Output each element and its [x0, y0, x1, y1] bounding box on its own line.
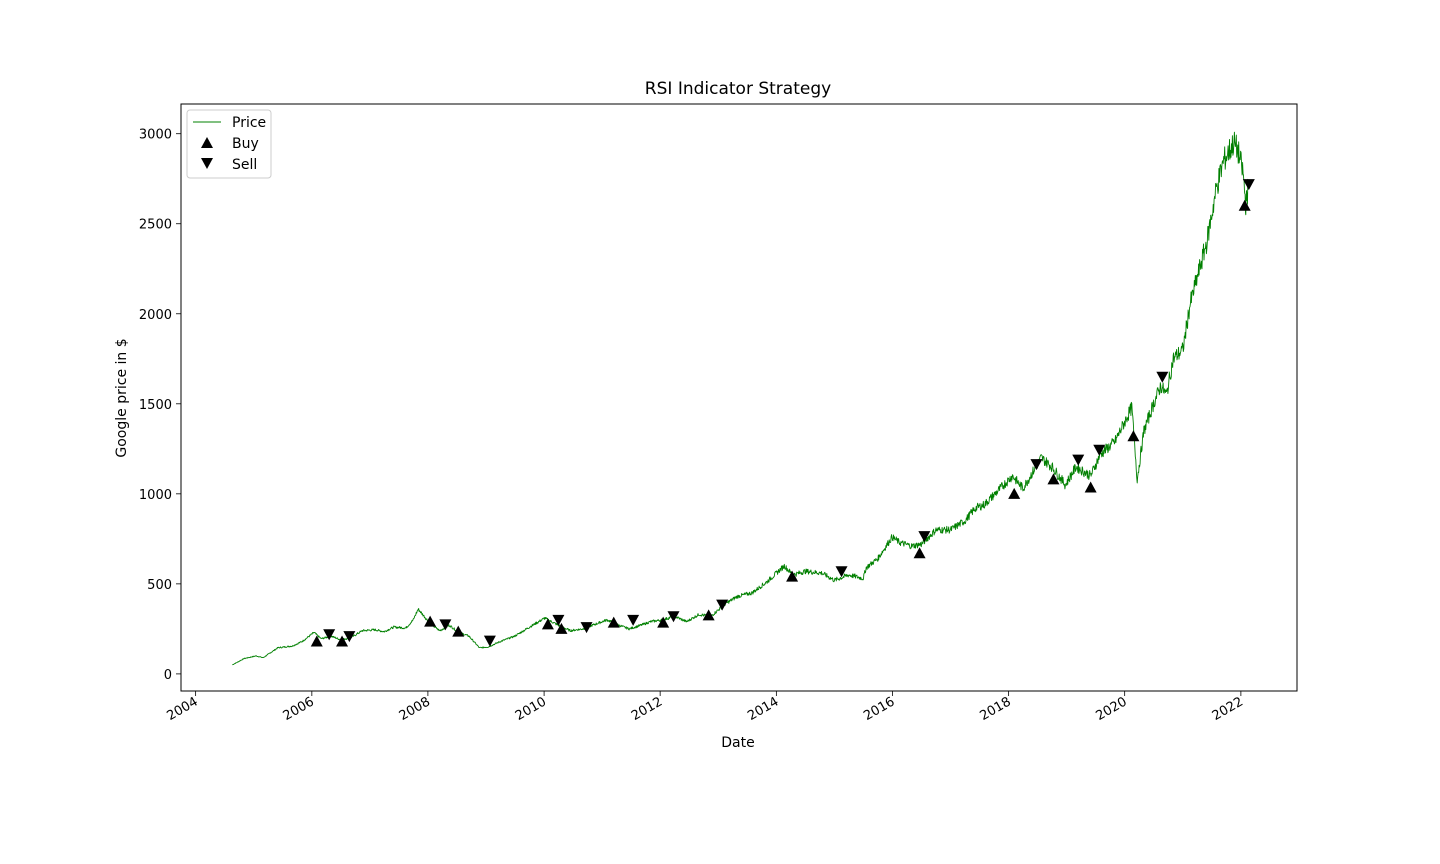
buy-marker [452, 625, 465, 637]
y-tick-label: 3000 [139, 128, 172, 143]
buy-marker [424, 615, 437, 627]
x-axis-ticks: 2004 2006 2008 2010 2012 2014 2016 2018 2020 2022 [164, 691, 1246, 724]
x-tick-label: 2006 [281, 694, 317, 724]
sell-marker [1093, 444, 1106, 456]
sell-marker [439, 619, 452, 631]
sell-marker [1030, 459, 1043, 471]
x-tick-label: 2008 [397, 694, 433, 724]
sell-marker [835, 566, 848, 578]
buy-marker [786, 570, 799, 582]
sell-marker [716, 599, 729, 611]
y-tick-label: 1000 [139, 488, 172, 503]
sell-marker [667, 611, 680, 623]
sell-marker [1156, 371, 1169, 383]
sell-markers [323, 179, 1255, 647]
x-tick-label: 2016 [861, 694, 897, 724]
sell-marker [552, 614, 565, 626]
plot-frame [180, 103, 1298, 692]
sell-marker [1072, 454, 1085, 466]
y-axis-ticks: 0 500 1000 1500 2000 2500 3000 [139, 128, 181, 683]
legend-sell-marker-icon [201, 158, 213, 169]
x-tick-label: 2004 [164, 694, 200, 724]
x-tick-label: 2014 [745, 694, 781, 724]
sell-marker [483, 635, 496, 647]
chart-title: RSI Indicator Strategy [645, 79, 831, 99]
buy-markers [310, 199, 1251, 647]
buy-marker [310, 635, 323, 647]
x-tick-label: 2020 [1094, 694, 1130, 724]
legend-buy-marker-icon [201, 137, 213, 148]
sell-marker [323, 629, 336, 641]
buy-marker [607, 616, 620, 628]
buy-marker [1084, 481, 1097, 493]
price-series-line [232, 131, 1249, 666]
buy-marker [1127, 430, 1140, 442]
sell-marker [918, 531, 931, 543]
y-tick-label: 1500 [139, 398, 172, 413]
x-axis-label: Date [721, 735, 754, 751]
buy-marker [913, 547, 926, 559]
x-tick-label: 2018 [977, 694, 1013, 724]
legend-sell-label: Sell [232, 157, 257, 173]
plot-area [181, 104, 1297, 691]
buy-marker [657, 616, 670, 628]
legend-buy-label: Buy [232, 136, 259, 152]
buy-marker [336, 635, 349, 647]
sell-marker [1242, 179, 1255, 191]
buy-marker [541, 618, 554, 630]
sell-marker [580, 622, 593, 634]
y-tick-label: 500 [147, 578, 172, 593]
y-tick-label: 2000 [139, 308, 172, 323]
legend: Price Buy Sell [186, 109, 272, 179]
x-tick-label: 2012 [629, 694, 665, 724]
x-tick-label: 2022 [1210, 694, 1246, 724]
sell-marker [343, 631, 356, 643]
x-tick-label: 2010 [513, 694, 549, 724]
buy-marker [1047, 473, 1060, 485]
sell-marker [627, 614, 640, 626]
buy-marker [702, 609, 715, 621]
buy-marker [555, 622, 568, 634]
y-axis-label: Google price in $ [114, 338, 130, 457]
buy-marker [1238, 199, 1251, 211]
buy-marker [1008, 487, 1021, 499]
y-tick-label: 0 [164, 668, 172, 683]
y-tick-label: 2500 [139, 218, 172, 233]
legend-price-label: Price [232, 115, 266, 131]
